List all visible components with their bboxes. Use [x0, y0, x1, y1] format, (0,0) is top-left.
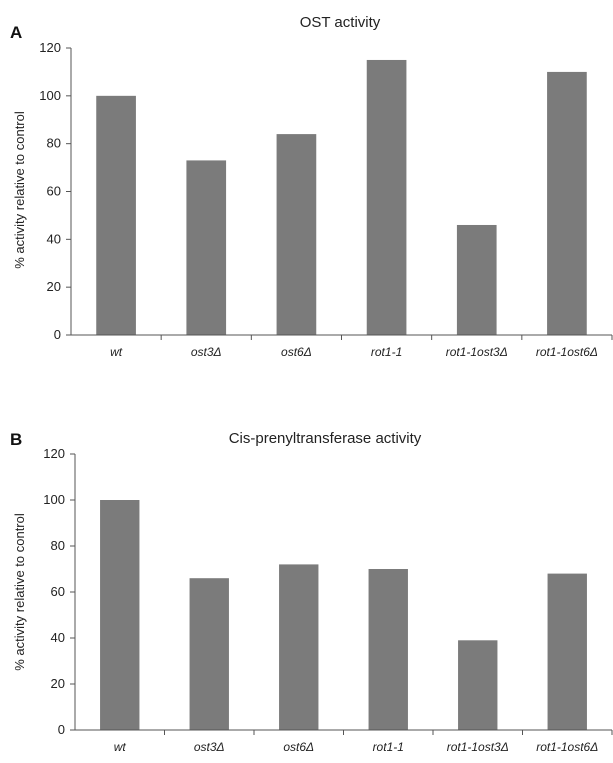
x-axis: wt ost3Δ ost6Δ rot1-1 rot1-1ost3Δ rot1-1ost6Δ — [71, 334, 613, 359]
x-tick-label: rot1-1ost3Δ — [447, 740, 509, 754]
chart-ost-activity: A OST activity % activity relative to co… — [10, 14, 613, 359]
bar-2 — [186, 160, 227, 335]
y-tick-label: 0 — [58, 722, 65, 737]
x-tick-label: wt — [114, 740, 127, 754]
x-tick-label: ost3Δ — [191, 345, 222, 359]
y-axis-label: % activity relative to control — [12, 513, 27, 671]
y-axis: 0 20 40 60 80 100 120 — [43, 446, 76, 737]
bar-1 — [100, 500, 140, 730]
y-tick-label: 20 — [51, 676, 65, 691]
bar-1 — [96, 95, 136, 335]
x-tick-label: ost6Δ — [283, 740, 314, 754]
bars — [96, 59, 587, 336]
bar-4 — [366, 59, 407, 335]
y-tick-label: 80 — [51, 538, 65, 553]
x-tick-label: wt — [110, 345, 123, 359]
bar-5 — [456, 224, 497, 335]
bar-6 — [547, 71, 587, 336]
panel-letter: B — [10, 430, 22, 449]
x-axis: wt ost3Δ ost6Δ rot1-1 rot1-1ost3Δ rot1-1ost6Δ — [75, 729, 613, 754]
bar-3 — [276, 134, 317, 335]
y-tick-label: 100 — [39, 88, 61, 103]
bar-5 — [458, 640, 498, 730]
x-tick-label: ost6Δ — [281, 345, 312, 359]
x-tick-label: rot1-1 — [371, 345, 402, 359]
y-tick-label: 100 — [43, 492, 65, 507]
bar-2 — [189, 578, 229, 730]
y-tick-label: 80 — [47, 136, 61, 151]
y-tick-label: 40 — [51, 630, 65, 645]
bar-3 — [279, 564, 319, 730]
y-tick-label: 60 — [51, 584, 65, 599]
chart-title: OST activity — [300, 14, 381, 31]
chart-title: Cis-prenyltransferase activity — [229, 430, 422, 447]
y-tick-label: 40 — [47, 231, 61, 246]
y-tick-label: 20 — [47, 279, 61, 294]
bars — [100, 500, 587, 730]
y-tick-label: 60 — [47, 184, 61, 199]
x-tick-label: rot1-1ost3Δ — [446, 345, 508, 359]
x-tick-label: rot1-1ost6Δ — [536, 345, 598, 359]
panel-letter: A — [10, 23, 22, 42]
y-tick-label: 120 — [39, 40, 61, 55]
y-tick-label: 120 — [43, 446, 65, 461]
bar-4 — [368, 569, 408, 730]
x-tick-label: ost3Δ — [194, 740, 225, 754]
x-tick-label: rot1-1ost6Δ — [536, 740, 598, 754]
chart-cis-prenyltransferase-activity: B Cis-prenyltransferase activity % activ… — [10, 430, 613, 754]
y-tick-label: 0 — [54, 327, 61, 342]
y-axis: 0 20 40 60 80 100 120 — [39, 40, 72, 342]
bar-6 — [547, 573, 587, 730]
y-axis-label: % activity relative to control — [12, 111, 27, 269]
x-tick-label: rot1-1 — [373, 740, 404, 754]
